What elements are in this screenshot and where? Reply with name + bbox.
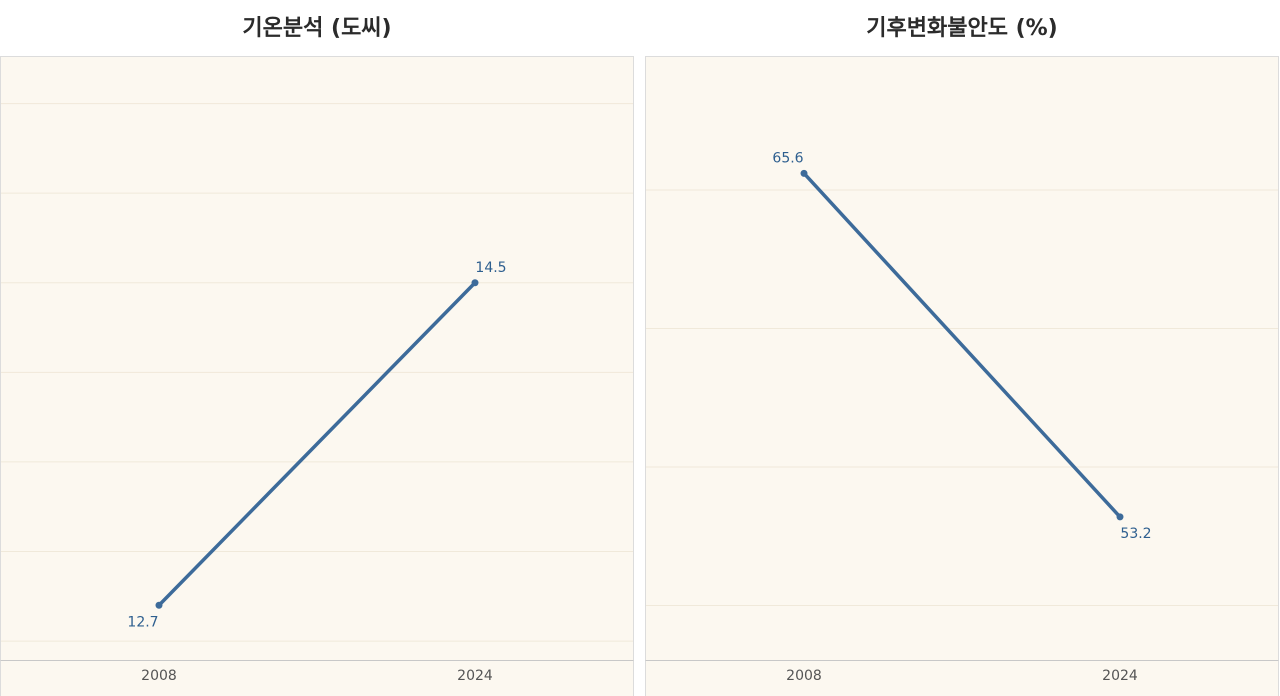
data-point xyxy=(800,169,808,177)
chart-panel-climate-anxiety: 기후변화불안도 (%) 2008 2024 65.6 53.2 xyxy=(645,0,1279,696)
x-tick-label: 2008 xyxy=(786,668,822,684)
line-chart-svg: 2008 2024 12.7 14.5 xyxy=(1,103,633,684)
x-tick-label: 2024 xyxy=(457,668,493,684)
data-point xyxy=(1116,513,1124,521)
data-label: 53.2 xyxy=(1120,526,1151,542)
data-label: 14.5 xyxy=(475,260,506,276)
line-chart-svg: 2008 2024 65.6 53.2 xyxy=(646,150,1278,684)
x-axis xyxy=(645,660,1279,696)
x-tick-label: 2024 xyxy=(1102,668,1138,684)
x-tick-label: 2008 xyxy=(141,668,177,684)
series-line xyxy=(157,281,477,607)
x-axis xyxy=(0,660,634,696)
data-label: 12.7 xyxy=(127,614,158,630)
chart-title: 기온분석 (도씨) xyxy=(242,16,392,41)
chart-title: 기후변화불안도 (%) xyxy=(866,16,1058,41)
plot-area xyxy=(0,56,634,661)
data-point xyxy=(471,279,479,287)
data-label: 65.6 xyxy=(772,150,803,166)
plot-area xyxy=(645,56,1279,661)
series-line xyxy=(802,171,1122,519)
chart-panel-temperature: 기온분석 (도씨) 2008 2024 12.7 14.5 xyxy=(0,0,634,696)
data-point xyxy=(155,601,163,609)
